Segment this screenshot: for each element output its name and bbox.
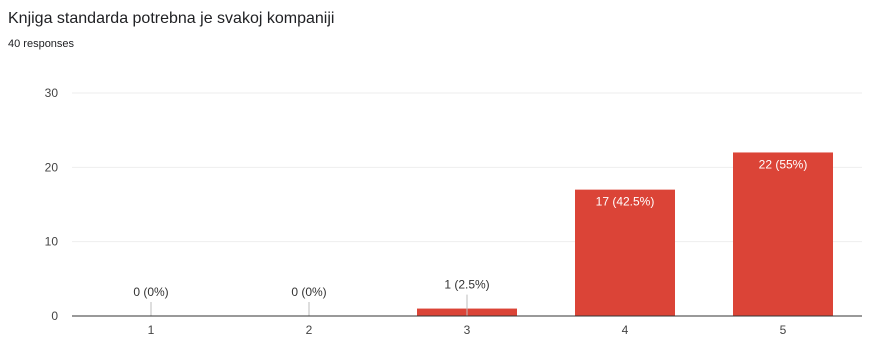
y-tick-label: 30 (45, 86, 59, 100)
y-tick-label: 0 (51, 309, 58, 323)
y-tick-label: 20 (45, 160, 59, 174)
x-tick-label: 1 (148, 323, 155, 337)
y-tick-label: 10 (45, 235, 59, 249)
data-label: 17 (42.5%) (596, 195, 655, 209)
data-label: 0 (0%) (291, 285, 326, 299)
data-label: 1 (2.5%) (444, 278, 489, 292)
x-tick-label: 2 (306, 323, 313, 337)
x-tick-label: 4 (622, 323, 629, 337)
response-count: 40 responses (8, 38, 75, 50)
bar (575, 189, 675, 316)
data-label: 22 (55%) (759, 157, 808, 171)
bar (733, 152, 833, 316)
chart-title: Knjiga standarda potrebna je svakoj komp… (8, 10, 335, 27)
x-tick-label: 3 (464, 323, 471, 337)
x-tick-label: 5 (780, 323, 787, 337)
data-label: 0 (0%) (133, 285, 168, 299)
